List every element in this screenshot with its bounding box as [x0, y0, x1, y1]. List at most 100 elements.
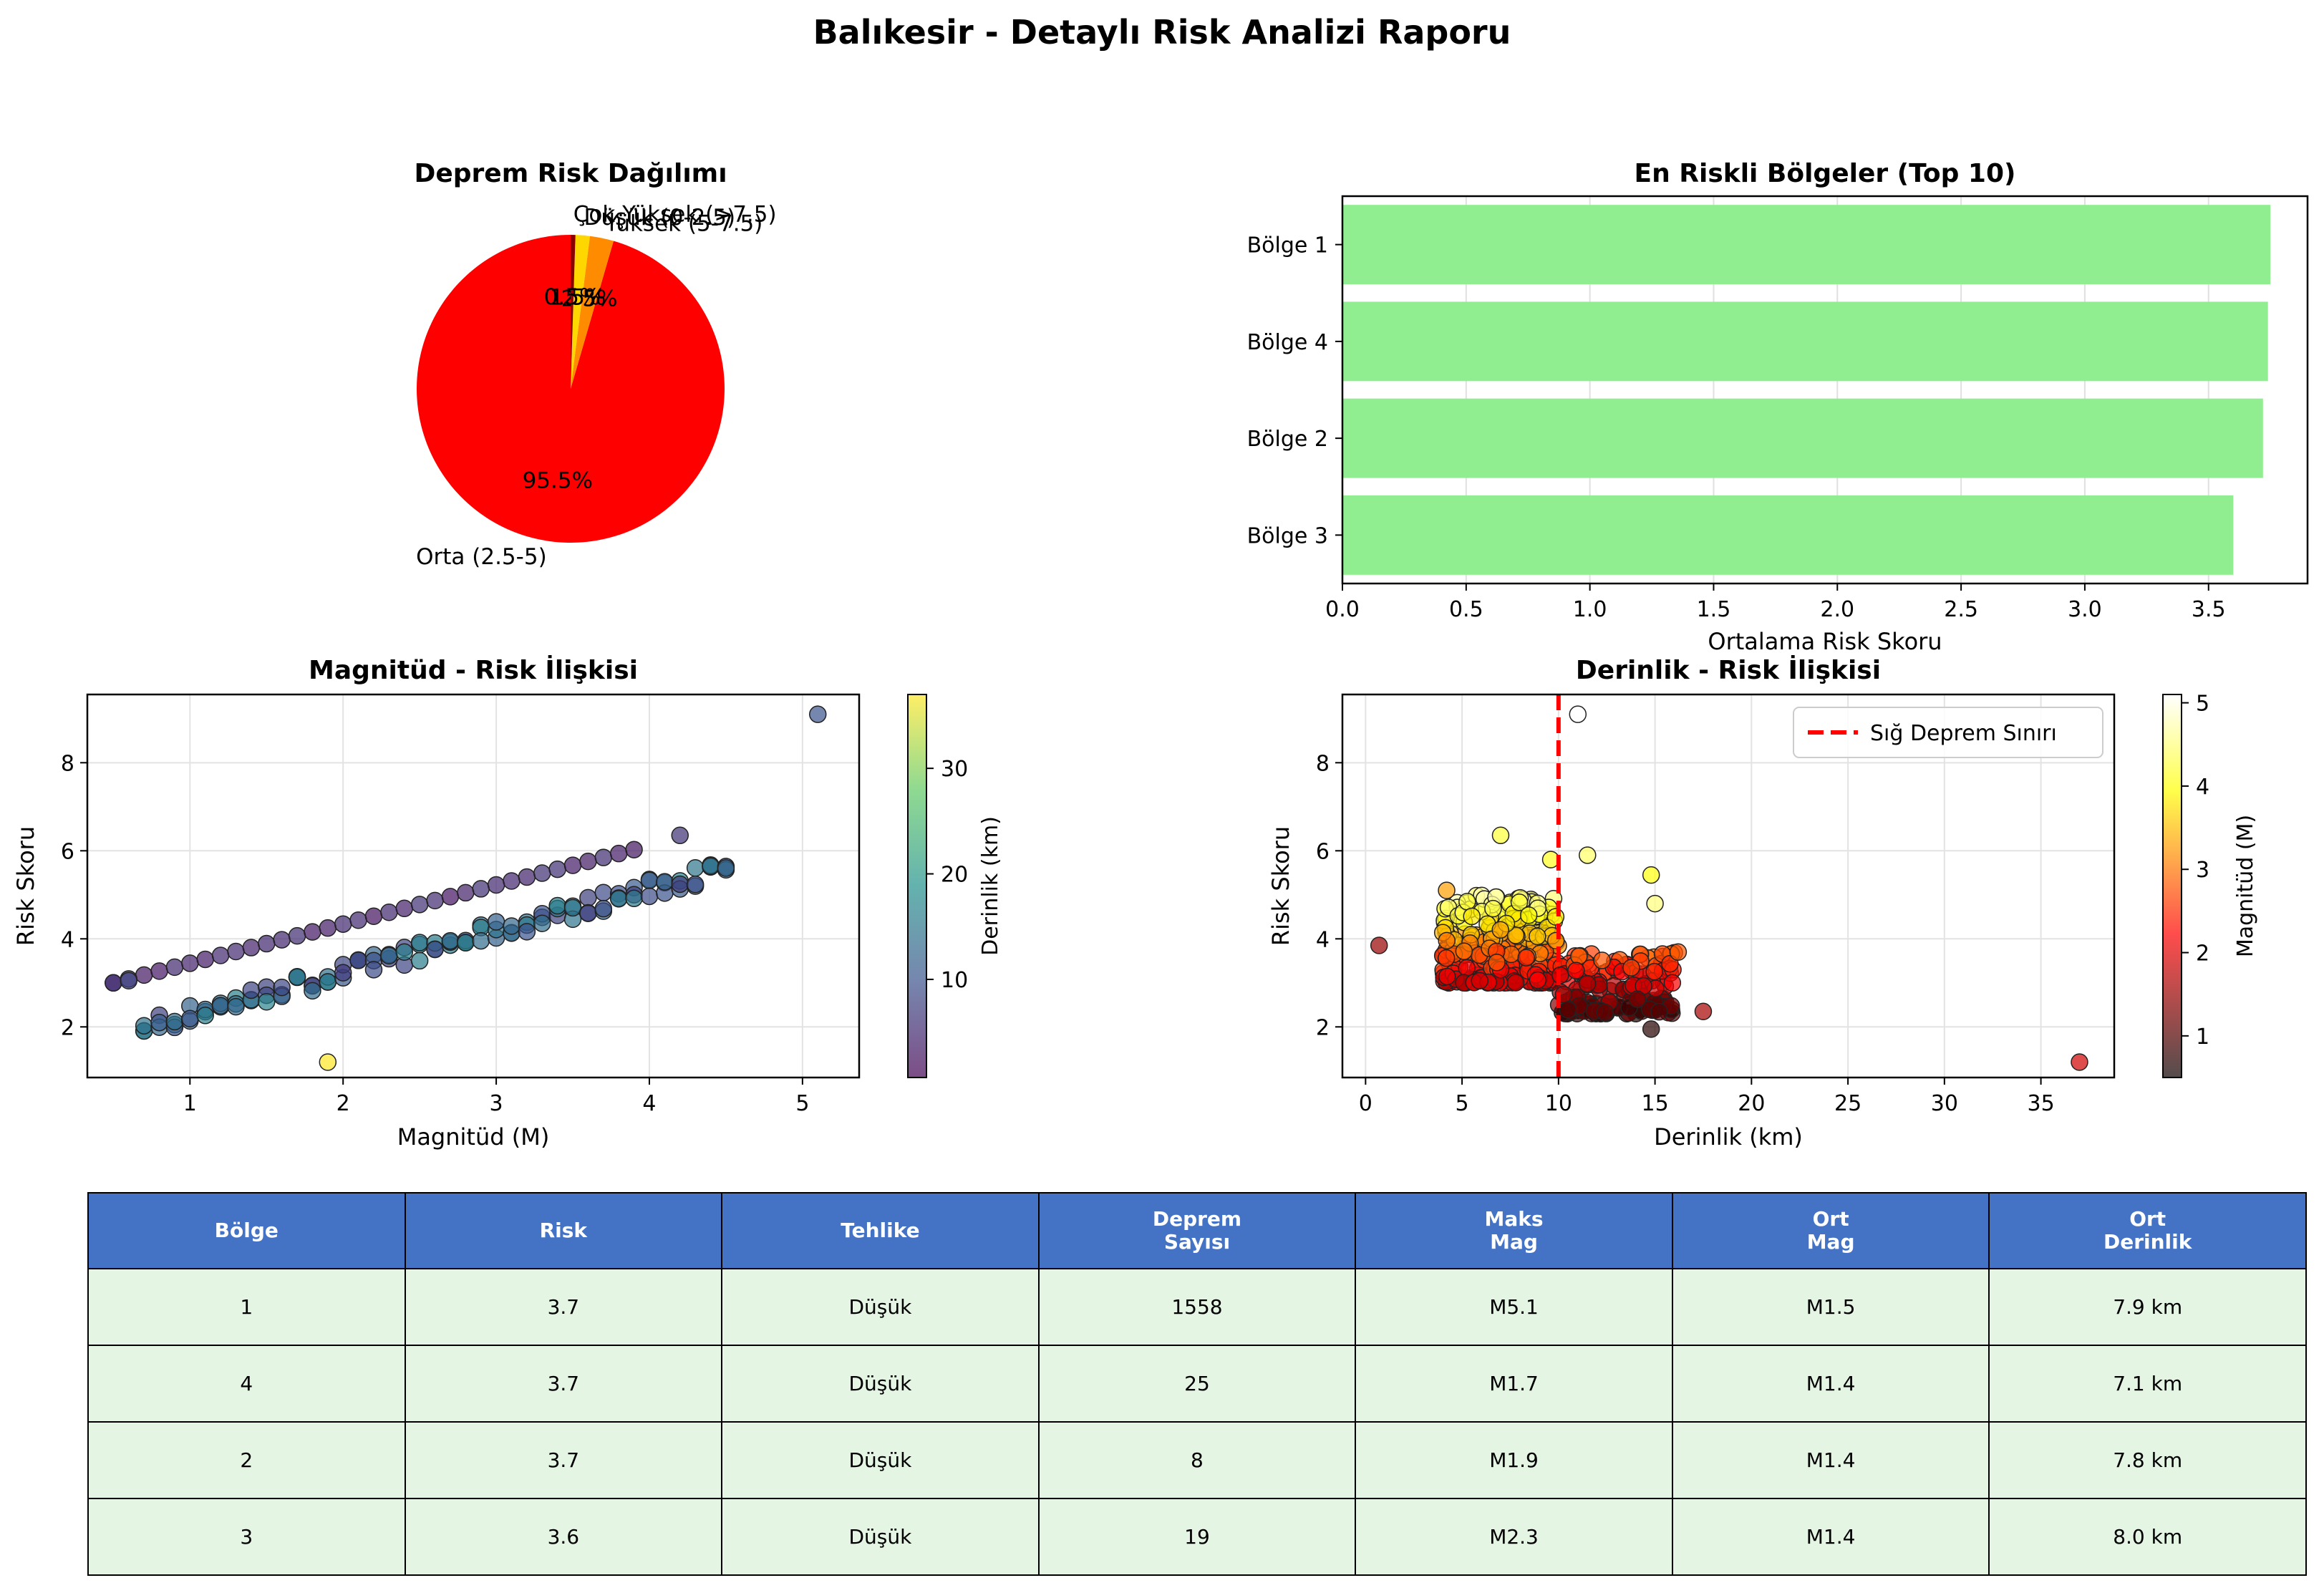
- scatter-point: [1529, 971, 1547, 989]
- scatter-point: [364, 907, 383, 925]
- scatter-point: [165, 1012, 184, 1031]
- pie-pct-label: 0.5%: [544, 284, 601, 310]
- scatter-point: [686, 876, 705, 894]
- table-header-text: Ort: [2129, 1207, 2166, 1231]
- scatter-point: [1370, 936, 1388, 954]
- scatter-point: [1642, 866, 1660, 884]
- scatter-point: [579, 889, 597, 907]
- colorbar-tick-label: 30: [941, 757, 968, 782]
- scatter-point: [135, 1017, 153, 1035]
- scatter-point: [503, 917, 521, 935]
- scatter-point: [1510, 894, 1529, 911]
- table-row: 1 3.7 Düşük 1558 M5.1 M1.5 7.9 km: [87, 1268, 2307, 1346]
- table-cell: Düşük: [721, 1421, 1040, 1499]
- table-header-cell: Deprem Sayısı: [1037, 1192, 1357, 1269]
- x-tick-label: 1: [183, 1091, 197, 1116]
- scatter-point: [548, 860, 566, 878]
- scatter-point: [227, 942, 245, 961]
- x-tick-label: 3.5: [2192, 597, 2226, 622]
- colorbar-tick-label: 10: [941, 968, 968, 993]
- colorbar-label: Magnitüd (M): [2233, 815, 2258, 957]
- scatter-point: [258, 992, 276, 1011]
- pie-slice: [571, 235, 576, 389]
- scatter-point: [1517, 949, 1536, 967]
- x-tick-label: 30: [1931, 1091, 1958, 1116]
- x-axis-label: Derinlik (km): [1654, 1123, 1803, 1151]
- scatter-point: [2071, 1053, 2088, 1071]
- summary-table: Bölge Risk Tehlike Deprem Sayısı Maks Mag Ort Ma…: [87, 1192, 2307, 1576]
- scatter-point: [150, 1013, 168, 1032]
- scatter-point: [457, 934, 475, 952]
- scatter-point: [319, 919, 337, 937]
- table-header-text: Derinlik: [2103, 1230, 2192, 1254]
- x-tick-label: 2.0: [1820, 597, 1854, 622]
- plot-frame: [86, 693, 861, 1079]
- scatter-point: [563, 856, 582, 874]
- scatter-point: [640, 887, 659, 906]
- scatter-point: [1458, 893, 1476, 911]
- page-title: Balıkesir - Detaylı Risk Analizi Raporu: [813, 13, 1511, 52]
- x-axis-label: Ortalama Risk Skoru: [1708, 628, 1942, 655]
- scatter-point: [273, 978, 291, 997]
- scatter-point: [120, 972, 137, 989]
- y-tick-label: 4: [1316, 927, 1330, 952]
- scatter-point: [702, 857, 720, 876]
- table-cell: 1: [87, 1268, 406, 1346]
- scatter-title: Magnitüd - Risk İlişkisi: [309, 655, 638, 685]
- colorbar-tick-label: 4: [2196, 775, 2209, 800]
- y-tick-label: 8: [61, 751, 74, 776]
- x-tick-label: 4: [642, 1091, 656, 1116]
- scatter-point: [288, 968, 306, 986]
- colorbar-tick-label: 1: [2196, 1025, 2209, 1050]
- scatter-point: [349, 911, 367, 929]
- scatter-point: [1579, 846, 1597, 864]
- table-header-cell: Bölge: [87, 1192, 406, 1269]
- table-header-cell: Tehlike: [721, 1192, 1040, 1269]
- scatter-point: [181, 1009, 199, 1027]
- scatter-point: [1663, 974, 1682, 992]
- scatter-point: [1628, 990, 1647, 1008]
- scatter-point: [1491, 826, 1510, 845]
- table-cell: M1.4: [1671, 1345, 1990, 1423]
- table-cell: Düşük: [721, 1498, 1040, 1576]
- scatter-point: [227, 997, 245, 1016]
- scatter-point: [487, 913, 505, 931]
- scatter-point: [1438, 931, 1456, 950]
- scatter-point: [304, 982, 321, 1000]
- y-tick-label: 6: [1316, 839, 1330, 864]
- table-cell: 1558: [1037, 1268, 1357, 1346]
- x-tick-label: 0.5: [1449, 597, 1483, 622]
- scatter-point: [533, 914, 551, 932]
- scatter-point: [563, 899, 582, 917]
- table-header-cell: Risk: [404, 1192, 723, 1269]
- pie-slice-label: Yüksek (5-7.5): [604, 210, 762, 236]
- table-header-text: Risk: [539, 1219, 588, 1242]
- table-cell: Düşük: [721, 1268, 1040, 1346]
- table-cell: M1.4: [1671, 1498, 1990, 1576]
- scatter-point: [288, 926, 306, 945]
- x-tick-label: 5: [1456, 1091, 1469, 1116]
- x-tick-label: 3: [490, 1091, 503, 1116]
- scatter-point: [1567, 962, 1585, 979]
- scatter-point: [395, 943, 413, 962]
- y-tick-label: 2: [61, 1015, 74, 1040]
- pie-pct-label: 2.5%: [561, 286, 618, 312]
- table-cell: M1.4: [1671, 1421, 1990, 1499]
- scatter-point: [1546, 931, 1565, 950]
- scatter-point: [258, 934, 276, 953]
- scatter-point: [609, 844, 628, 863]
- plot-frame: [1341, 693, 2116, 1079]
- scatter-point: [1506, 926, 1525, 944]
- scatter-point: [441, 888, 460, 906]
- y-tick-label: 6: [61, 839, 74, 864]
- scatter-point: [1455, 942, 1473, 960]
- scatter-point: [1437, 949, 1456, 967]
- table-cell: 3.7: [404, 1268, 723, 1346]
- table-cell: 19: [1037, 1498, 1357, 1576]
- scatter-point: [579, 904, 597, 922]
- charts-canvas: Deprem Risk Dağılımı 95.5% Orta (2.5-5) 2.5…: [12, 159, 2309, 1151]
- table-cell: 2: [87, 1421, 406, 1499]
- pie-slice-label: Orta (2.5-5): [416, 544, 547, 570]
- colorbar-tick-label: 2: [2196, 941, 2209, 967]
- scatter-point: [196, 950, 214, 969]
